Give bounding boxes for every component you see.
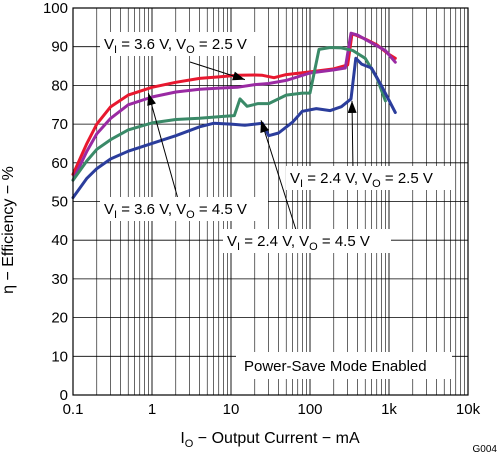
y-tick-label: 80: [51, 77, 68, 94]
annotation-text: = 4.5 V: [195, 201, 247, 218]
annotation-text: V: [227, 233, 237, 250]
annotation-text: V: [104, 201, 114, 218]
annotation-subscript: O: [309, 241, 318, 253]
series-line-3: [71, 46, 387, 182]
annotation-text: = 4.5 V: [318, 233, 370, 250]
x-tick-label: 0.1: [63, 401, 84, 418]
annotation-subscript: I: [114, 44, 117, 56]
annotation-subscript: O: [186, 44, 195, 56]
annotation-label: VI = 2.4 V, VO = 2.5 V: [290, 170, 433, 190]
annotation-subscript: I: [300, 178, 303, 190]
annotation-text: V: [104, 36, 114, 53]
annotation-label-bg: [286, 166, 454, 190]
figure-code: G004: [473, 444, 498, 454]
x-tick-label: 1k: [381, 401, 397, 418]
x-tick-label: 100: [297, 401, 322, 418]
annotation-text: = 2.5 V: [195, 36, 247, 53]
y-tick-label: 70: [51, 116, 68, 133]
y-tick-label: 30: [51, 271, 68, 288]
y-tick-labels: 0 10 20 30 40 50 60 70 80 90 100: [43, 0, 68, 404]
annotation-leader: [260, 120, 298, 234]
y-tick-label: 60: [51, 155, 68, 172]
annotation-subscript: O: [186, 209, 195, 221]
annotation-label-bg: [100, 197, 268, 221]
annotation-text: = 3.6 V, V: [117, 36, 186, 53]
annotation-arrowhead: [260, 120, 269, 134]
x-axis-title: IO − Output Current − mA: [180, 430, 360, 450]
annotation-label: VI = 3.6 V, VO = 4.5 V: [104, 201, 247, 221]
annotation: VI = 3.6 V, VO = 4.5 V: [100, 93, 268, 221]
annotation-text: = 2.5 V: [381, 170, 433, 187]
annotation-label-bg: [223, 229, 391, 253]
note-text: Power-Save Mode Enabled: [244, 358, 427, 375]
series-layer: [71, 31, 397, 200]
annotation: VI = 2.4 V, VO = 2.5 V: [286, 100, 454, 190]
annotation: VI = 2.4 V, VO = 4.5 V: [223, 120, 391, 253]
x-axis-title-rest: − Output Current − mA: [193, 430, 360, 447]
annotation-arrowhead: [147, 93, 156, 106]
annotation-arrowhead: [232, 71, 245, 81]
note-box: Power-Save Mode Enabled: [236, 352, 452, 379]
plot-frame: [72, 7, 469, 396]
y-tick-label: 100: [43, 0, 68, 17]
y-tick-label: 10: [51, 348, 68, 365]
annotation-label-bg: [100, 32, 268, 56]
annotation: VI = 3.6 V, VO = 2.5 V: [100, 32, 268, 81]
series-line-4: [71, 56, 397, 200]
x-tick-label: 1: [148, 401, 156, 418]
x-tick-label: 10k: [456, 401, 481, 418]
annotations: VI = 3.6 V, VO = 2.5 VVI = 2.4 V, VO = 2…: [100, 32, 454, 253]
annotation-label: VI = 2.4 V, VO = 4.5 V: [227, 233, 370, 253]
annotation-text: = 2.4 V, V: [303, 170, 372, 187]
series-line-2: [71, 31, 397, 182]
annotation-subscript: I: [237, 241, 240, 253]
annotation-subscript: O: [372, 178, 381, 190]
x-tick-labels: 0.1 1 10 100 1k 10k: [63, 401, 481, 418]
y-tick-label: 50: [51, 194, 68, 211]
y-tick-label: 40: [51, 232, 68, 249]
x-axis-title-subscript: O: [185, 438, 194, 450]
y-tick-label: 90: [51, 39, 68, 56]
annotation-text: V: [290, 170, 300, 187]
note-box-bg: [236, 352, 452, 379]
annotation-label: VI = 3.6 V, VO = 2.5 V: [104, 36, 247, 56]
x-axis-title-symbol: I: [180, 430, 184, 447]
x-tick-label: 10: [223, 401, 240, 418]
y-tick-label: 20: [51, 310, 68, 327]
annotation-text: = 3.6 V, V: [117, 201, 186, 218]
annotation-leader: [147, 93, 179, 200]
y-axis-title: η − Efficiency − %: [0, 166, 17, 294]
annotation-arrowhead: [347, 100, 357, 113]
annotation-text: = 2.4 V, V: [240, 233, 309, 250]
y-tick-label: 0: [60, 387, 68, 404]
annotation-subscript: I: [114, 209, 117, 221]
